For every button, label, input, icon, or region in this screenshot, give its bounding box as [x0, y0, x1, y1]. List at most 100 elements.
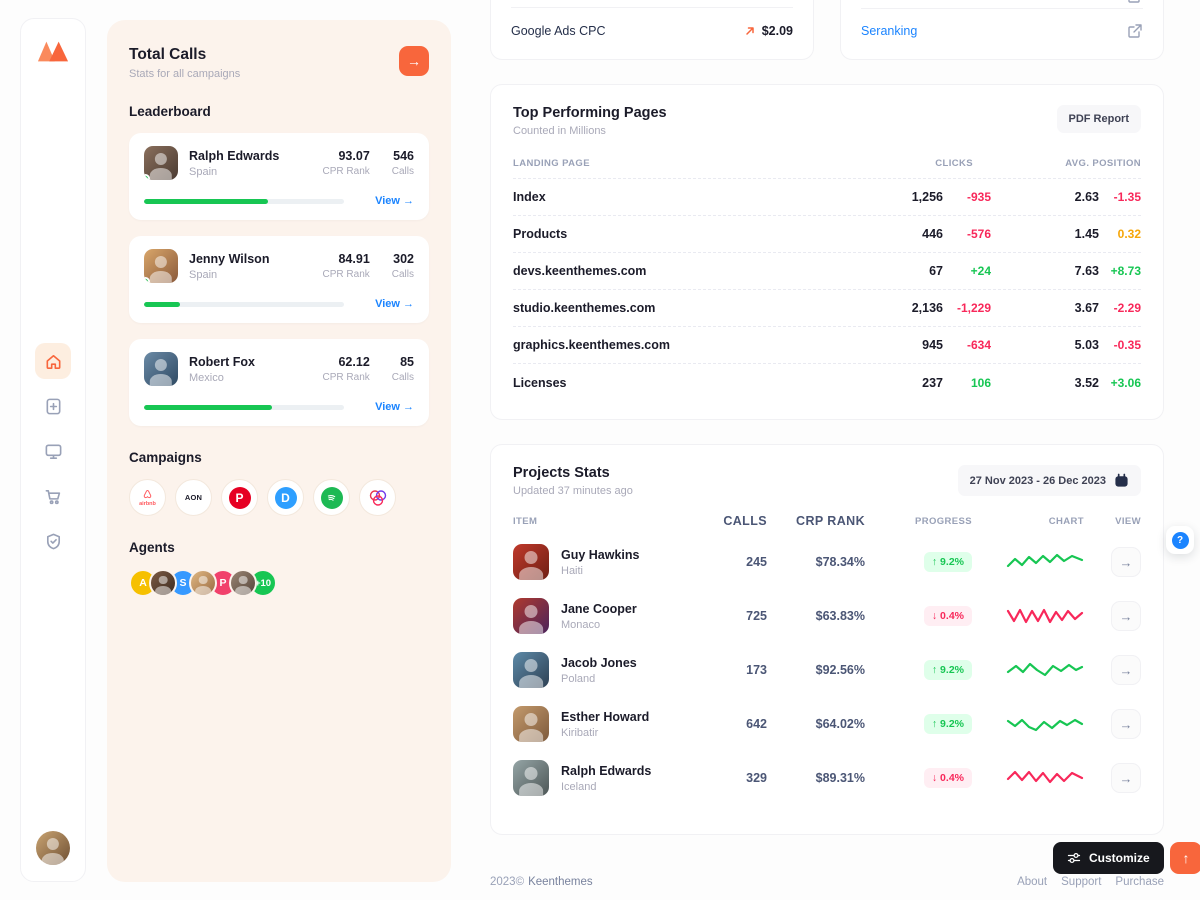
calls-value: 302 — [393, 252, 414, 266]
avatar — [513, 652, 549, 688]
table-row: Esther Howard Kiribatir 642 $64.02% ↑ 9.2… — [513, 697, 1141, 751]
clicks-delta: -634 — [966, 338, 991, 352]
pinterest-icon: P — [228, 486, 251, 509]
campaign-circles[interactable] — [359, 479, 396, 516]
calls-value: 546 — [393, 149, 414, 163]
row-view-button[interactable]: → — [1111, 601, 1141, 631]
calls-label: Calls — [391, 166, 414, 177]
projects-card-subtitle: Updated 37 minutes ago — [513, 485, 633, 497]
external-link-icon[interactable] — [1127, 0, 1143, 4]
seranking-link[interactable]: Seranking — [861, 24, 918, 38]
footer-link-purchase[interactable]: Purchase — [1115, 876, 1164, 888]
footer-link-about[interactable]: About — [1017, 876, 1048, 888]
sidebar-item-home[interactable] — [35, 343, 71, 379]
row-view-button[interactable]: → — [1111, 709, 1141, 739]
keenthemes-link[interactable]: Keenthemes — [528, 876, 593, 888]
row-view-button[interactable]: → — [1111, 655, 1141, 685]
airbnb-label: airbnb — [139, 500, 156, 507]
avatar — [513, 544, 549, 580]
user-avatar[interactable] — [36, 831, 70, 865]
scroll-to-top-button[interactable]: ↑ — [1170, 842, 1200, 874]
clicks-value: 945 — [922, 338, 943, 352]
sparkline-chart — [1006, 770, 1084, 784]
leaderboard-heading: Leaderboard — [129, 104, 211, 119]
avatar — [144, 352, 178, 386]
table-header-row: ITEM CALLS CRP RANK PROGRESS CHART VIEW — [513, 507, 1141, 535]
progress-badge: ↑ 9.2% — [923, 714, 972, 734]
campaign-airbnb[interactable]: airbnb — [129, 479, 166, 516]
person-name: Jacob Jones — [561, 655, 637, 670]
progress-bar — [144, 404, 344, 410]
external-tools-card: Seranking — [840, 0, 1164, 60]
person-name: Ralph Edwards — [561, 763, 652, 778]
expand-stats-button[interactable]: → — [399, 46, 429, 76]
campaigns-heading: Campaigns — [129, 450, 202, 465]
progress-badge: ↑ 9.2% — [923, 660, 972, 680]
clicks-delta: -576 — [966, 227, 991, 241]
row-view-button[interactable]: → — [1111, 547, 1141, 577]
sparkline-chart — [1006, 608, 1084, 624]
view-link[interactable]: View → — [375, 195, 414, 207]
panel-title: Total Calls — [129, 46, 207, 63]
cpr-rank-value: 62.12 — [338, 355, 370, 369]
agent-avatar-photo[interactable] — [149, 569, 177, 597]
arrow-right-icon: → — [1119, 716, 1133, 732]
display-icon — [45, 444, 61, 459]
agent-avatar-photo[interactable] — [189, 569, 217, 597]
view-link[interactable]: View → — [375, 401, 414, 413]
row-view-button[interactable]: → — [1111, 763, 1141, 793]
projects-table: ITEM CALLS CRP RANK PROGRESS CHART VIEW … — [513, 507, 1141, 805]
person-country: Poland — [561, 672, 596, 685]
help-button[interactable]: ? — [1166, 526, 1194, 554]
projects-stats-card: Projects Stats Updated 37 minutes ago 27… — [490, 444, 1164, 835]
landing-page: graphics.keenthemes.com — [513, 338, 671, 352]
clicks-value: 237 — [922, 375, 943, 390]
campaign-pinterest[interactable]: P — [221, 479, 258, 516]
position-value: 3.67 — [1074, 301, 1099, 315]
online-dot — [144, 277, 150, 283]
online-dot — [144, 174, 150, 180]
agents-heading: Agents — [129, 540, 175, 555]
customize-button[interactable]: Customize — [1053, 842, 1164, 874]
date-range-button[interactable]: 27 Nov 2023 - 26 Dec 2023 — [957, 465, 1141, 496]
pdf-report-button[interactable]: PDF Report — [1056, 105, 1141, 133]
sparkline-chart — [1006, 553, 1084, 568]
table-header-row: LANDING PAGE CLICKS AVG. POSITION — [513, 149, 1141, 179]
col-crp-rank: CRP RANK — [796, 514, 865, 528]
person-country: Haiti — [561, 564, 584, 577]
calls-value: 85 — [400, 355, 414, 369]
airbnb-icon — [143, 489, 152, 498]
footer-link-support[interactable]: Support — [1061, 876, 1102, 888]
campaign-spotify[interactable] — [313, 479, 350, 516]
arrow-right-icon: → — [1119, 554, 1133, 570]
external-link-icon[interactable] — [1127, 23, 1143, 39]
cpr-rank-value: 93.07 — [338, 149, 370, 163]
crp-rank-value: $63.83% — [815, 609, 865, 623]
agent-avatar-photo[interactable] — [229, 569, 257, 597]
progress-fill — [144, 198, 268, 204]
position-delta: 0.32 — [1117, 227, 1141, 241]
sidebar-item-security[interactable] — [35, 523, 71, 559]
campaign-d[interactable]: D — [267, 479, 304, 516]
projects-card-title: Projects Stats — [513, 465, 610, 481]
spotify-icon — [320, 486, 343, 509]
sidebar-item-display[interactable] — [35, 433, 71, 469]
logo-icon — [37, 41, 69, 62]
sidebar-item-cart[interactable] — [35, 478, 71, 514]
view-link[interactable]: View → — [375, 298, 414, 310]
campaign-aon[interactable]: AON — [175, 479, 212, 516]
landing-page: studio.keenthemes.com — [513, 301, 656, 315]
col-landing-page: LANDING PAGE — [513, 158, 590, 169]
main-content: Google Ads CPC $2.09 Seranking Top Perfo… — [490, 0, 1164, 900]
progress-fill — [144, 301, 180, 307]
progress-bar — [144, 301, 344, 307]
person-name: Esther Howard — [561, 709, 650, 724]
sidebar-item-add-document[interactable] — [35, 388, 71, 424]
leaderboard-card: Ralph Edwards Spain 93.07 CPR Rank 546 Cal… — [129, 133, 429, 220]
agent-country: Spain — [189, 268, 218, 281]
position-value: 5.03 — [1074, 338, 1099, 352]
date-range-value: 27 Nov 2023 - 26 Dec 2023 — [969, 474, 1106, 487]
calls-value: 642 — [746, 717, 767, 731]
landing-page: devs.keenthemes.com — [513, 264, 647, 278]
arrow-right-icon: → — [1119, 662, 1133, 678]
